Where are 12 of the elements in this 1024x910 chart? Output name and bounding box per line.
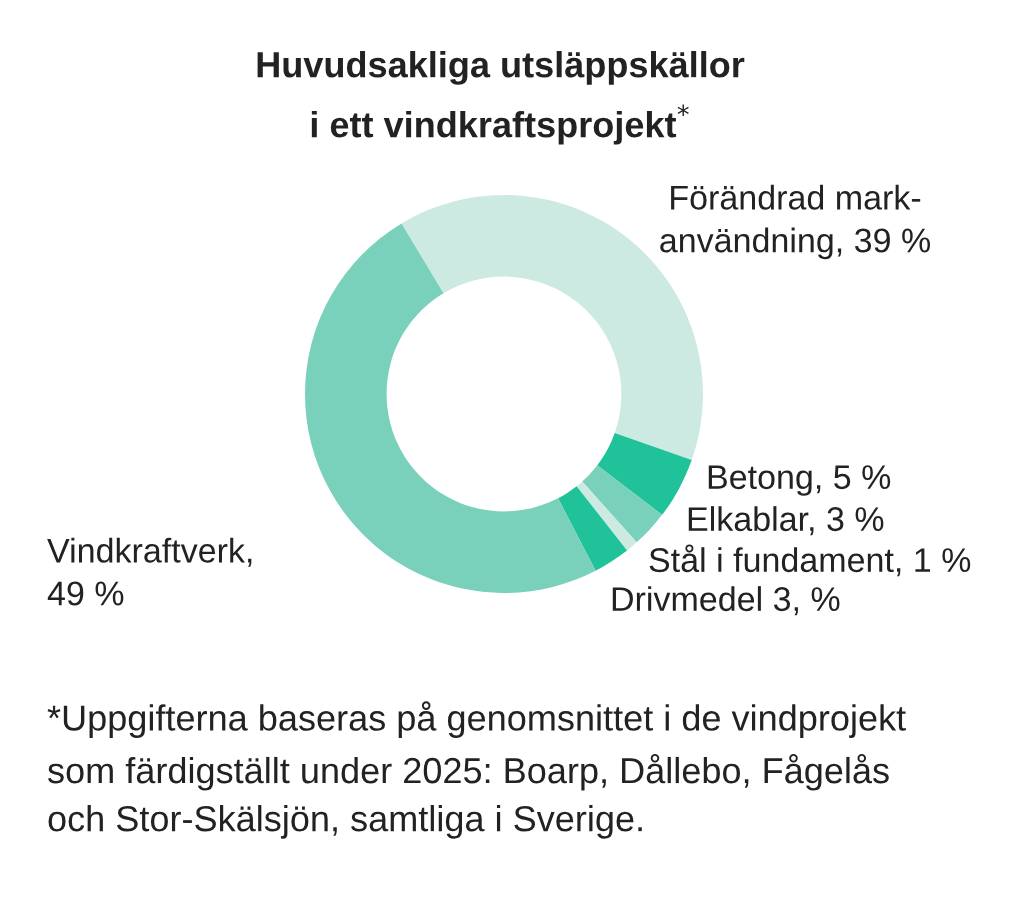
donut-slice	[582, 465, 663, 543]
chart-title: Huvudsakliga utsläppskällor i ett vindkraftsprojekt$^{*}$	[257, 51, 745, 145]
slice-label: Stål i fundament, 1 %	[649, 544, 971, 577]
donut-slice	[558, 486, 628, 571]
donut-slice	[576, 481, 637, 551]
slice-label: Betong, 5 %	[708, 465, 891, 496]
slice-label: Förändrad mark- användning, 39 %	[660, 184, 931, 260]
slice-label: Vindkraftverk, 49 %	[47, 537, 252, 606]
slice-label: Drivmedel 3, %	[612, 586, 840, 616]
donut-slice	[305, 223, 596, 593]
text: *Uppgifterna baseras på genomsnittet i de vindprojekt som färdigställt under 2025: Boarp, Dållebo, Fågelås och Stor-Skälsjön, samtliga i Sverige.	[47, 701, 906, 839]
slice-label: Elkablar, 3 %	[688, 506, 884, 536]
